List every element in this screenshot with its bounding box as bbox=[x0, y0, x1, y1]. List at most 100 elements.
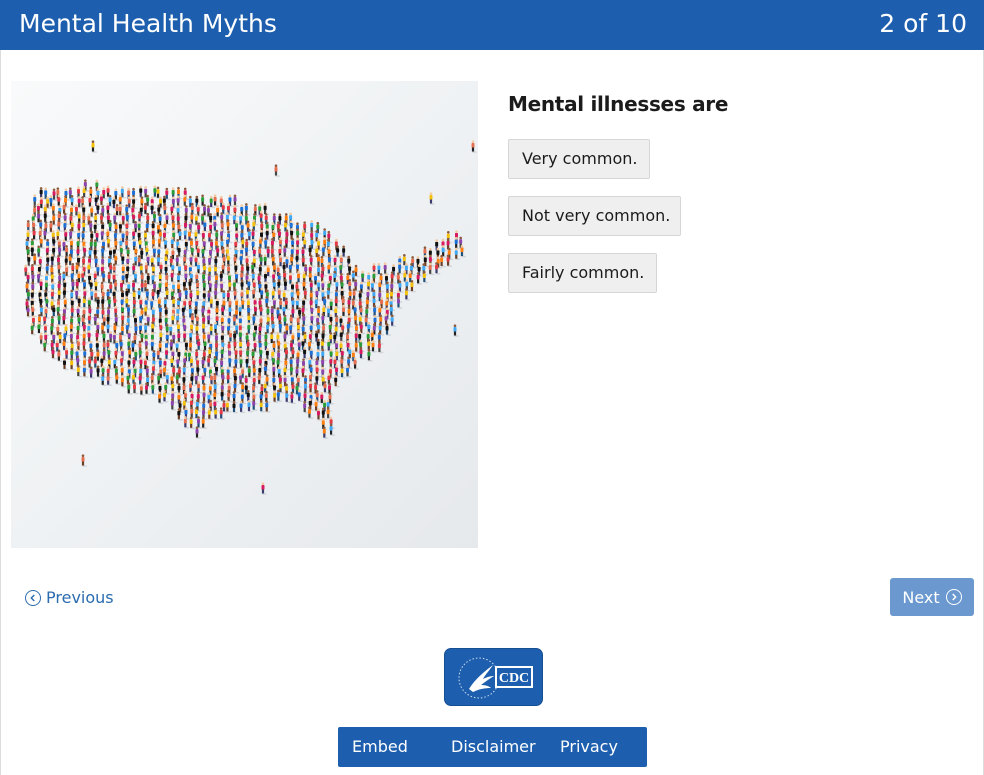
crowd-person bbox=[274, 164, 281, 177]
crowd-person bbox=[30, 263, 37, 277]
crowd-person bbox=[296, 288, 303, 301]
crowd-person bbox=[203, 365, 209, 378]
crowd-person bbox=[295, 366, 302, 379]
crowd-person bbox=[354, 340, 361, 353]
crowd-person bbox=[183, 416, 190, 429]
crowd-person bbox=[321, 313, 327, 326]
answer-option-very-common[interactable]: Very common. bbox=[508, 139, 650, 179]
crowd-person bbox=[56, 304, 63, 317]
crowd-person bbox=[45, 263, 52, 277]
crowd-person bbox=[69, 331, 76, 344]
crowd-person bbox=[329, 332, 335, 345]
crowd-person bbox=[43, 340, 49, 353]
crowd-person bbox=[233, 288, 240, 301]
embed-link[interactable]: Embed bbox=[352, 737, 408, 756]
crowd-person bbox=[252, 256, 259, 269]
crowd-person bbox=[291, 306, 297, 319]
crowd-person bbox=[213, 194, 220, 207]
crowd-person bbox=[253, 340, 260, 353]
crowd-person bbox=[315, 330, 321, 343]
crowd-person bbox=[163, 390, 169, 403]
crowd-person bbox=[171, 247, 178, 261]
crowd-person bbox=[422, 270, 429, 284]
crowd-person bbox=[146, 314, 153, 327]
crowd-person bbox=[146, 194, 152, 208]
crowd-person bbox=[277, 228, 284, 242]
cdc-logo[interactable]: CDC bbox=[444, 648, 543, 706]
crowd-person bbox=[219, 407, 226, 420]
crowd-person bbox=[321, 417, 328, 431]
crowd-person bbox=[71, 279, 78, 292]
crowd-person bbox=[271, 321, 278, 334]
crowd-person bbox=[39, 332, 46, 345]
crowd-person bbox=[134, 254, 140, 267]
crowd-person bbox=[295, 298, 302, 311]
crowd-person bbox=[215, 348, 221, 362]
crowd-person bbox=[214, 407, 220, 420]
crowd-person bbox=[107, 296, 114, 310]
crowd-person bbox=[120, 323, 127, 337]
crowd-person bbox=[170, 398, 177, 411]
crowd-person bbox=[323, 381, 330, 394]
crowd-person bbox=[334, 296, 341, 309]
crowd-person bbox=[159, 366, 165, 380]
privacy-link[interactable]: Privacy bbox=[560, 737, 618, 756]
crowd-person bbox=[170, 270, 177, 283]
crowd-person bbox=[125, 238, 131, 251]
answer-option-not-very-common[interactable]: Not very common. bbox=[508, 196, 681, 236]
crowd-person bbox=[44, 289, 50, 303]
crowd-person bbox=[228, 330, 235, 343]
crowd-person bbox=[196, 288, 202, 301]
answer-option-fairly-common[interactable]: Fairly common. bbox=[508, 253, 657, 293]
previous-button[interactable]: Previous bbox=[25, 586, 114, 610]
crowd-person bbox=[398, 262, 404, 275]
crowd-person bbox=[93, 247, 100, 260]
crowd-person bbox=[196, 245, 203, 259]
crowd-person bbox=[151, 289, 158, 302]
crowd-person bbox=[297, 339, 304, 353]
crowd-person bbox=[118, 194, 125, 207]
crowd-person bbox=[25, 298, 32, 312]
crowd-person bbox=[139, 204, 146, 218]
crowd-person bbox=[342, 245, 348, 258]
crowd-person bbox=[328, 366, 335, 379]
crowd-person bbox=[150, 339, 157, 352]
crowd-person bbox=[247, 228, 254, 242]
crowd-person bbox=[134, 271, 140, 284]
crowd-person bbox=[189, 290, 195, 303]
next-button[interactable]: Next bbox=[890, 578, 974, 616]
crowd-person bbox=[247, 322, 253, 335]
crowd-person bbox=[251, 228, 258, 242]
crowd-person bbox=[359, 347, 366, 360]
crowd-person bbox=[52, 245, 58, 258]
crowd-person bbox=[57, 262, 64, 275]
crowd-person bbox=[114, 348, 121, 361]
crowd-person bbox=[83, 245, 89, 258]
crowd-person bbox=[121, 272, 128, 286]
crowd-person bbox=[177, 330, 183, 344]
crowd-person bbox=[283, 278, 290, 292]
crowd-person bbox=[82, 185, 89, 199]
crowd-person bbox=[209, 323, 216, 337]
crowd-person bbox=[215, 364, 221, 377]
crowd-person bbox=[347, 356, 353, 369]
crowd-person bbox=[453, 324, 460, 337]
crowd-person bbox=[203, 219, 209, 233]
crowd-person bbox=[107, 236, 113, 249]
crowd-person bbox=[132, 306, 139, 319]
crowd-person bbox=[146, 254, 153, 267]
crowd-person bbox=[30, 322, 37, 336]
disclaimer-link[interactable]: Disclaimer bbox=[451, 737, 536, 756]
crowd-person bbox=[405, 279, 411, 292]
crowd-person bbox=[253, 304, 260, 317]
crowd-person bbox=[372, 271, 379, 284]
crowd-person bbox=[372, 323, 379, 336]
crowd-person bbox=[163, 297, 170, 310]
crowd-person bbox=[197, 338, 203, 352]
crowd-person bbox=[441, 245, 448, 258]
crowd-person bbox=[403, 270, 409, 283]
crowd-person bbox=[359, 321, 366, 335]
crowd-person bbox=[82, 220, 88, 233]
crowd-person bbox=[321, 357, 327, 370]
crowd-person bbox=[410, 279, 417, 293]
